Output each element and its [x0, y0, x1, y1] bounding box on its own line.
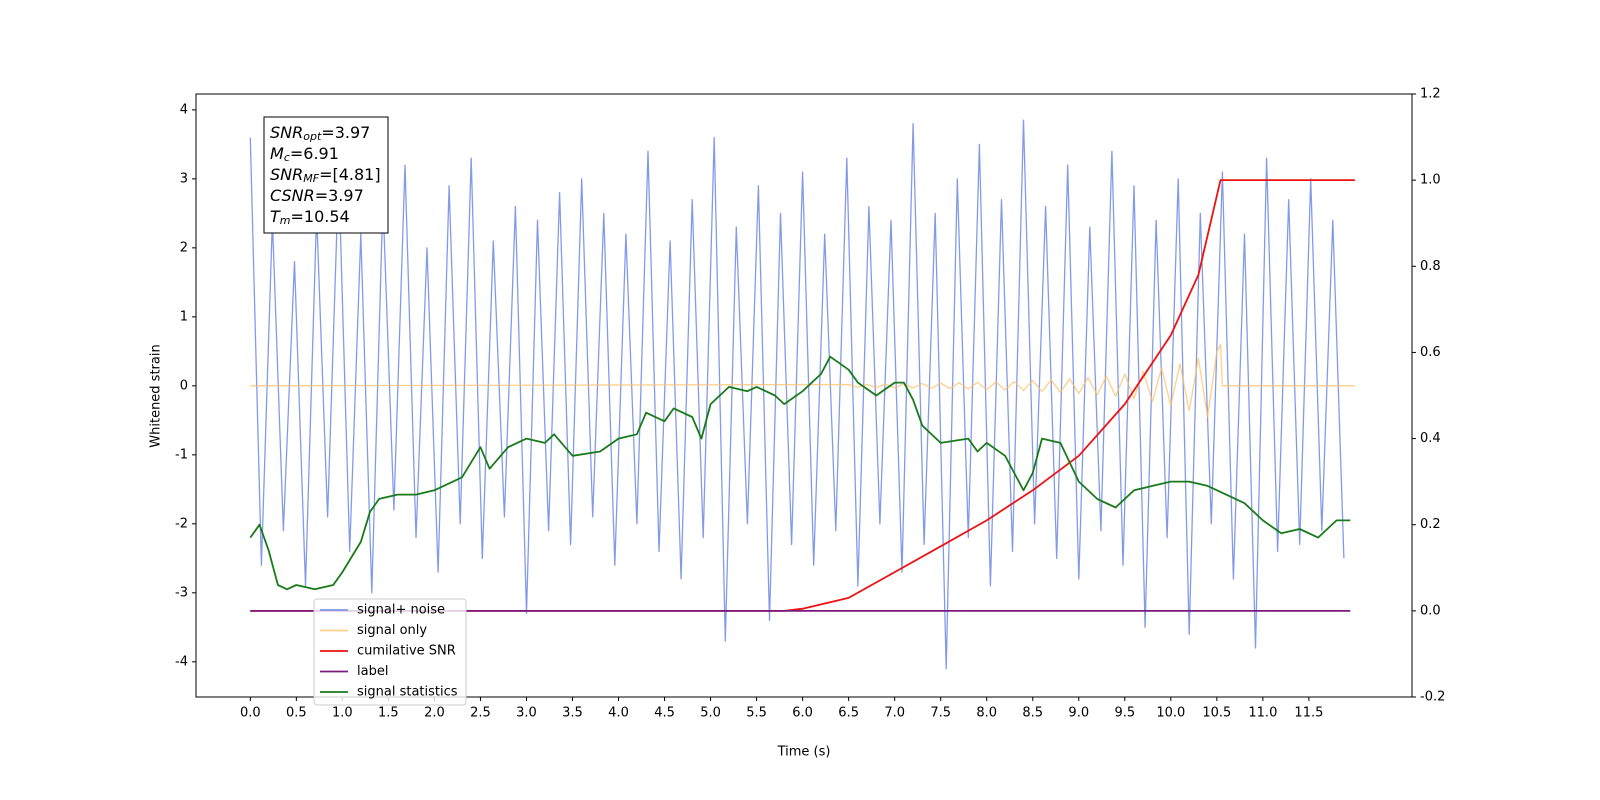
- x-tick-label: 6.0: [792, 706, 813, 721]
- y2-tick-label: 0.6: [1420, 345, 1441, 360]
- legend-label: signal only: [357, 623, 427, 638]
- x-tick-label: 0.0: [240, 706, 261, 721]
- x-tick-label: 5.0: [700, 706, 721, 721]
- legend-label: cumilative SNR: [357, 644, 456, 659]
- series-line: [249, 355, 1351, 591]
- x-axis-label: Time (s): [777, 745, 831, 760]
- x-tick-label: 4.5: [654, 706, 675, 721]
- annotation-symbol: M: [270, 144, 284, 163]
- x-tick-label: 11.0: [1248, 706, 1277, 721]
- annotation-value: =10.54: [291, 207, 350, 226]
- annotation-subscript: m: [280, 214, 291, 227]
- annotation-line: SNRMF=[4.81]: [270, 165, 381, 186]
- x-tick-label: 8.5: [1022, 706, 1043, 721]
- legend: signal+ noise signal only cumilative SNR la…: [313, 598, 467, 706]
- y2-tick-label: 0.0: [1420, 603, 1441, 618]
- x-tick-label: 4.0: [608, 706, 629, 721]
- y-axis-label: Whitened strain: [149, 344, 164, 447]
- x-tick-label: 0.5: [286, 706, 307, 721]
- annotation-value: =3.97: [315, 186, 364, 205]
- y-tick-label: 0: [180, 378, 188, 393]
- y-tick-label: -4: [175, 654, 188, 669]
- x-tick-label: 2.0: [424, 706, 445, 721]
- annotation-symbol: CSNR: [270, 186, 315, 205]
- plot-frame: [195, 93, 1413, 698]
- y-tick-label: 4: [180, 102, 188, 117]
- y-tick-label: -1: [175, 447, 188, 462]
- legend-label: signal+ noise: [357, 603, 445, 618]
- y-tick-label: -2: [175, 516, 188, 531]
- annotation-subscript: c: [284, 151, 290, 164]
- y2-tick-label: 1.2: [1420, 87, 1441, 102]
- y-tick-label: 1: [180, 309, 188, 324]
- legend-label: label: [357, 664, 388, 679]
- x-tick-label: 7.5: [930, 706, 951, 721]
- x-tick-label: 8.0: [976, 706, 997, 721]
- x-tick-label: 3.0: [516, 706, 537, 721]
- x-tick-label: 10.5: [1202, 706, 1231, 721]
- y2-tick-label: 1.0: [1420, 173, 1441, 188]
- annotation-symbol: SNR: [270, 123, 303, 142]
- x-tick-label: 5.5: [746, 706, 767, 721]
- x-tick-label: 1.5: [378, 706, 399, 721]
- y-tick-label: 3: [180, 171, 188, 186]
- annotation-value: =3.97: [321, 123, 370, 142]
- annotation-frame: [263, 116, 389, 234]
- y-tick-label: -3: [175, 585, 188, 600]
- series-line: [249, 119, 1345, 670]
- x-tick-label: 7.0: [884, 706, 905, 721]
- annotation-symbol: SNR: [270, 165, 303, 184]
- annotation-line: Tm=10.54: [270, 207, 350, 228]
- y2-tick-label: 0.8: [1420, 259, 1441, 274]
- x-tick-label: 9.5: [1114, 706, 1135, 721]
- annotation-box: SNRopt=3.97Mc=6.91SNRMF=[4.81]CSNR=3.97T…: [263, 116, 389, 234]
- annotation-line: SNRopt=3.97: [270, 123, 370, 144]
- series-line: [250, 179, 1355, 612]
- series-line: [250, 343, 1355, 418]
- x-tick-label: 11.5: [1294, 706, 1323, 721]
- annotation-line: CSNR=3.97: [270, 186, 364, 205]
- annotation-line: Mc=6.91: [270, 144, 339, 165]
- annotation-symbol: T: [270, 207, 281, 226]
- annotation-subscript: MF: [303, 172, 319, 185]
- x-tick-label: 6.5: [838, 706, 859, 721]
- annotation-value: =[4.81]: [319, 165, 381, 184]
- annotation-value: =6.91: [290, 144, 339, 163]
- annotation-subscript: opt: [303, 130, 322, 143]
- legend-frame: [313, 598, 467, 706]
- y2-tick-label: 0.4: [1420, 431, 1441, 446]
- y2-tick-label: 0.2: [1420, 517, 1441, 532]
- x-tick-label: 10.0: [1156, 706, 1185, 721]
- y-tick-label: 2: [180, 240, 188, 255]
- y2-tick-label: -0.2: [1420, 690, 1445, 705]
- legend-label: signal statistics: [357, 685, 458, 700]
- x-tick-label: 9.0: [1068, 706, 1089, 721]
- x-tick-label: 1.0: [332, 706, 353, 721]
- x-tick-label: 3.5: [562, 706, 583, 721]
- x-tick-label: 2.5: [470, 706, 491, 721]
